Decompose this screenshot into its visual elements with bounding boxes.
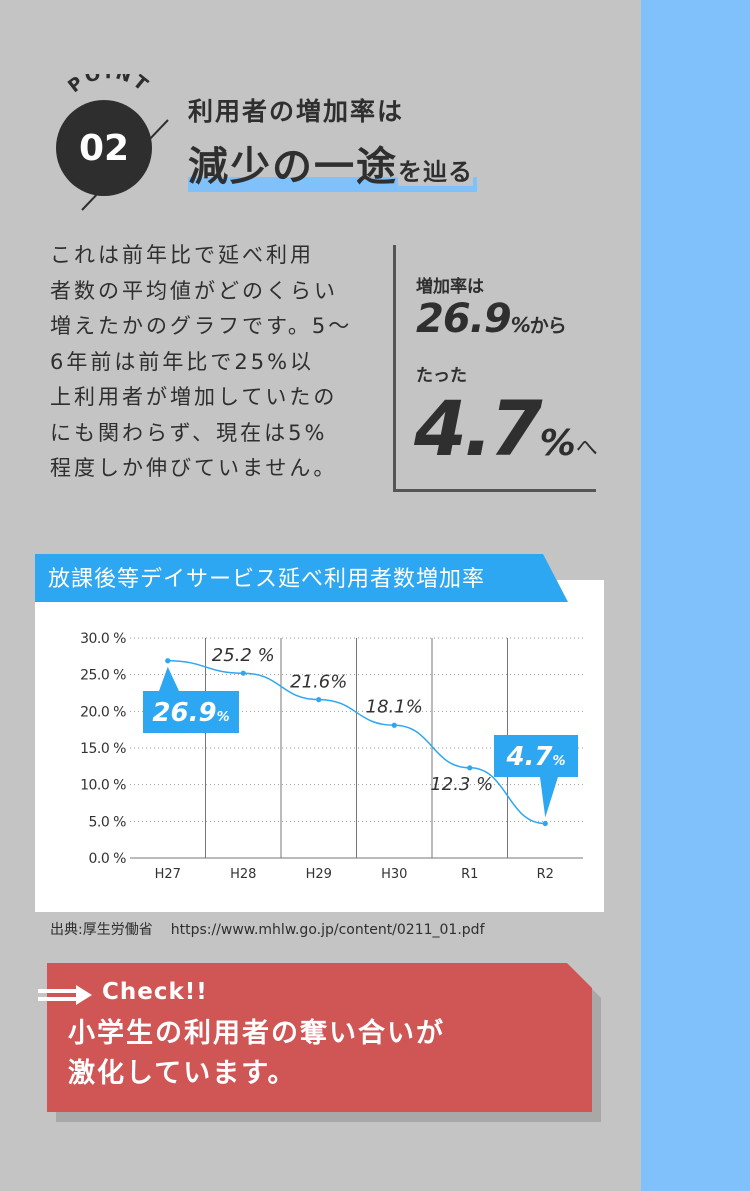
stats-frame <box>393 245 596 492</box>
x-tick-label: R1 <box>461 867 478 882</box>
check-box <box>47 963 592 1112</box>
line-chart: 0.0 % 5.0 % 10.0 % 15.0 % 20.0 % 25.0 % 30.0 %… <box>80 631 583 882</box>
point-word: POINT <box>64 74 154 97</box>
data-label: 21.6% <box>290 672 347 693</box>
body-text: これは前年比で延べ利用 者数の平均値がどのくらい 増えたかのグラフです。5～ 6… <box>50 243 353 480</box>
slash-divider <box>81 119 169 211</box>
heading-line2-main: 減少の一途 <box>188 144 398 190</box>
x-tick-label: H28 <box>230 867 256 882</box>
callout-pointer <box>540 777 558 818</box>
check-text: 小学生の利用者の奪い合いが 激化しています。 <box>68 1018 445 1089</box>
callout-box <box>143 691 239 733</box>
point-badge: 02 <box>56 100 152 196</box>
chart-title-banner <box>35 554 568 602</box>
callout-label: 26.9% <box>152 698 229 728</box>
source-url: https://www.mhlw.go.jp/content/0211_01.p… <box>170 922 485 938</box>
right-accent-bar <box>641 0 750 1191</box>
heading-line2: 減少の一途を辿る <box>188 134 477 192</box>
y-tick-label: 30.0 % <box>80 631 126 647</box>
stats-label-increase: 増加率は <box>416 277 484 297</box>
stats-from: 26.9%から <box>416 296 567 342</box>
data-point <box>165 658 171 664</box>
chart-title: 放課後等デイサービス延べ利用者数増加率 <box>48 567 486 592</box>
y-tick-label: 15.0 % <box>80 741 126 757</box>
data-point <box>316 697 322 703</box>
data-point <box>467 765 473 771</box>
data-label: 12.3 % <box>430 774 493 795</box>
heading-line1: 利用者の増加率は <box>188 97 405 126</box>
y-tick-label: 10.0 % <box>80 778 126 794</box>
point-number: 02 <box>78 127 130 169</box>
point-word-text: POINT <box>64 74 151 97</box>
data-point <box>240 670 246 676</box>
y-tick-label: 25.0 % <box>80 668 126 684</box>
stats-from-pct: % <box>510 313 531 337</box>
stats-from-suffix: から <box>529 315 567 337</box>
stats-from-value: 26.9 <box>416 296 512 342</box>
check-label: Check!! <box>102 979 208 1005</box>
arrow-right-icon <box>38 985 92 1005</box>
y-tick-label: 20.0 % <box>80 704 126 720</box>
source-citation: 出典:厚生労働省 https://www.mhlw.go.jp/content/0… <box>50 919 485 939</box>
x-tick-label: H29 <box>306 867 332 882</box>
stats-to-pct: % <box>539 423 576 464</box>
data-point <box>391 722 397 728</box>
stats-label-only: たった <box>416 366 467 386</box>
data-point <box>542 820 548 827</box>
stats-to-suffix: へ <box>575 436 598 461</box>
callout-label: 4.7% <box>505 742 565 772</box>
x-tick-label: R2 <box>537 867 554 882</box>
callout-box <box>494 735 578 777</box>
data-label: 25.2 % <box>212 645 275 666</box>
svg-text:POINT: POINT <box>64 74 154 97</box>
heading-line2-suffix: を辿る <box>398 158 473 186</box>
callout-pointer <box>159 666 179 691</box>
stats-to: 4.7%へ <box>414 384 598 494</box>
x-tick-label: H27 <box>155 867 181 882</box>
data-label: 18.1% <box>366 696 423 717</box>
source-label: 出典:厚生労働省 <box>50 922 153 938</box>
x-tick-label: H30 <box>381 867 407 882</box>
y-tick-label: 5.0 % <box>88 814 126 830</box>
stats-to-value: 4.7 <box>414 384 543 473</box>
y-tick-label: 0.0 % <box>88 851 126 867</box>
